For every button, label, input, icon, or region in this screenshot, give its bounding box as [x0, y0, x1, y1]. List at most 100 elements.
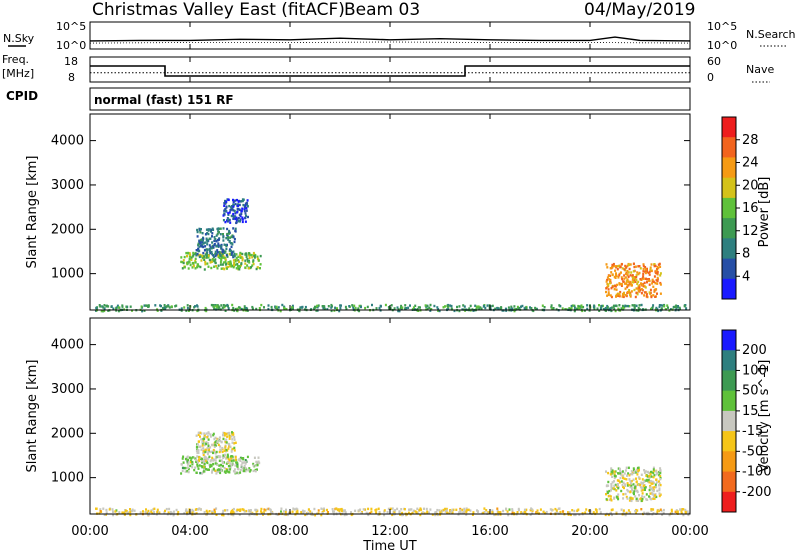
heatmap-cell-0 [398, 309, 401, 313]
heatmap-cell-0 [338, 512, 341, 515]
heatmap-cell-2 [230, 249, 232, 252]
heatmap-cell-4 [618, 274, 621, 277]
heatmap-cell-4 [634, 295, 637, 299]
heatmap-cell-0 [459, 511, 462, 514]
heatmap-cell-1 [236, 262, 239, 266]
heatmap-cell-3 [233, 209, 236, 213]
heatmap-cell-3 [658, 492, 661, 495]
heatmap-cell-1 [241, 259, 244, 262]
heatmap-cell-1 [183, 266, 186, 269]
heatmap-cell-0 [148, 512, 150, 515]
heatmap-cell-0 [292, 307, 294, 310]
heatmap-cell-0 [141, 310, 144, 313]
heatmap-cell-2 [226, 455, 229, 459]
heatmap-cell-2 [197, 242, 200, 245]
heatmap-cell-3 [613, 474, 616, 478]
heatmap-cell-0 [282, 510, 285, 513]
heatmap-cell-4 [649, 268, 652, 271]
heatmap-cell-2 [230, 253, 233, 256]
heatmap-cell-0 [156, 508, 159, 511]
heatmap-cell-3 [634, 471, 637, 474]
heatmap-cell-1 [205, 468, 208, 471]
heatmap-cell-0 [531, 512, 534, 515]
heatmap-cell-0 [195, 512, 198, 515]
heatmap-cell-3 [230, 208, 233, 211]
heatmap-cell-0 [369, 512, 372, 515]
heatmap-cell-3 [613, 476, 616, 480]
heatmap-cell-3 [659, 483, 662, 487]
heatmap-cell-0 [577, 508, 580, 511]
heatmap-cell-1 [253, 256, 256, 259]
heatmap-cell-0 [393, 307, 396, 310]
colorbar-swatch [722, 350, 736, 371]
heatmap-cell-0 [555, 510, 558, 514]
heatmap-cell-1 [250, 266, 253, 269]
heatmap-cell-0 [131, 508, 134, 511]
heatmap-cell-3 [229, 221, 232, 224]
heatmap-cell-3 [610, 485, 613, 489]
heatmap-cell-2 [223, 449, 226, 452]
heatmap-cell-0 [165, 305, 168, 308]
heatmap-cell-3 [630, 470, 633, 473]
heatmap-cell-2 [232, 254, 235, 257]
heatmap-cell-1 [229, 462, 232, 465]
heatmap-cell-4 [642, 267, 645, 271]
heatmap-cell-0 [573, 513, 576, 517]
heatmap-cell-4 [621, 293, 624, 296]
noise-left-tick-bottom: 10^0 [56, 39, 86, 52]
heatmap-cell-0 [102, 306, 105, 309]
heatmap-cell-0 [652, 304, 655, 307]
heatmap-cell-0 [504, 307, 507, 310]
heatmap-cell-0 [216, 304, 219, 307]
heatmap-cell-1 [250, 253, 253, 257]
heatmap-cell-3 [658, 482, 661, 485]
heatmap-cell-3 [243, 208, 246, 211]
heatmap-cell-1 [221, 263, 224, 266]
heatmap-cell-4 [629, 274, 632, 277]
heatmap-cell-2 [220, 449, 222, 453]
heatmap-cell-1 [209, 463, 212, 467]
heatmap-cell-0 [383, 509, 386, 512]
heatmap-cell-1 [252, 469, 255, 473]
heatmap-cell-0 [234, 307, 237, 311]
heatmap-cell-0 [364, 508, 367, 511]
colorbar-swatch [722, 390, 736, 412]
heatmap-cell-3 [241, 220, 244, 224]
heatmap-cell-0 [660, 304, 663, 307]
heatmap-cell-0 [573, 509, 576, 513]
heatmap-cell-1 [232, 266, 235, 269]
heatmap-cell-0 [115, 306, 118, 309]
heatmap-cell-3 [635, 497, 638, 501]
heatmap-cell-0 [573, 306, 576, 309]
heatmap-cell-0 [95, 507, 98, 510]
heatmap-cell-0 [233, 309, 236, 312]
nave-right-tick-bottom: 0 [707, 71, 714, 84]
heatmap-cell-0 [112, 513, 115, 517]
heatmap-cell-3 [652, 469, 655, 473]
colorbar-swatch [722, 471, 736, 493]
colorbar-tick-label: 4 [742, 269, 750, 284]
heatmap-cell-4 [639, 267, 642, 270]
heatmap-cell-1 [248, 254, 250, 257]
heatmap-cell-0 [469, 304, 472, 308]
xtick-label: 08:00 [271, 524, 308, 539]
heatmap-cell-2 [214, 440, 217, 444]
heatmap-cell-0 [446, 511, 449, 515]
heatmap-cell-0 [622, 511, 625, 514]
heatmap-cell-1 [229, 468, 232, 471]
heatmap-cell-2 [197, 440, 200, 443]
heatmap-cell-2 [201, 444, 204, 447]
heatmap-cell-2 [228, 437, 231, 440]
heatmap-cell-0 [205, 509, 208, 513]
heatmap-cell-2 [230, 456, 233, 460]
freq-left-tick-bottom: 8 [68, 71, 75, 84]
heatmap-cell-3 [622, 497, 625, 500]
heatmap-cell-2 [233, 446, 236, 450]
colorbar-tick-label: 28 [742, 133, 759, 148]
heatmap-cell-0 [255, 307, 258, 311]
heatmap-cell-4 [613, 288, 616, 291]
heatmap-cell-3 [606, 490, 609, 494]
heatmap-cell-1 [207, 265, 210, 268]
heatmap-cell-1 [234, 258, 237, 262]
